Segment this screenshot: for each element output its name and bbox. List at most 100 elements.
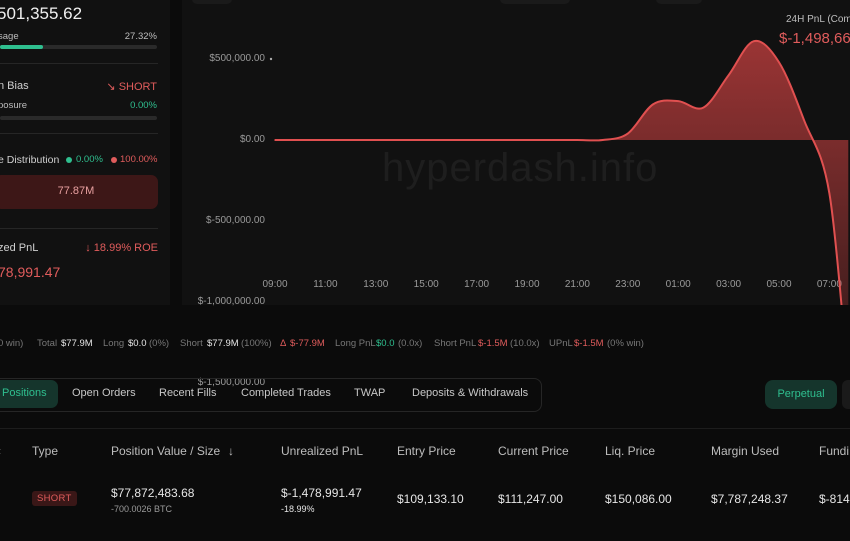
liq-price: $150,086.00	[605, 492, 672, 506]
position-value: $77,872,483.68	[111, 486, 195, 500]
table-row[interactable]: SHORT $77,872,483.68 -700.0026 BTC $-1,4…	[0, 470, 850, 530]
pnl-point	[375, 139, 377, 141]
pnl-chart-panel	[182, 0, 850, 305]
margin-used: $7,787,248.37	[711, 492, 788, 506]
stat-long-pct: (0%)	[149, 338, 170, 349]
divider	[0, 228, 158, 229]
distribution-bar	[0, 175, 158, 209]
chart-top-button[interactable]	[192, 0, 232, 4]
pnl-point	[501, 139, 503, 141]
chart-top-button[interactable]	[500, 0, 570, 4]
unrealized-pnl-roe: ↓ 18.99% ROE	[85, 242, 158, 254]
tab-positions-highlight	[0, 380, 58, 408]
margin-usage-bar	[0, 45, 157, 49]
pnl-point	[526, 139, 528, 141]
tab-twap[interactable]: TWAP	[354, 387, 386, 399]
unrealized-pnl: $-1,478,991.47	[281, 486, 362, 500]
entry-price: $109,133.10	[397, 492, 464, 506]
chart-top-button[interactable]	[656, 0, 702, 4]
divider	[0, 63, 158, 64]
pnl-point	[299, 139, 302, 141]
y-tick-label: $0.00	[239, 134, 265, 145]
y-axis-dot	[269, 57, 273, 61]
divider	[0, 133, 158, 134]
perpetual-toggle[interactable]: Perpetual	[765, 380, 837, 409]
stat-short-pct: (100%)	[241, 338, 272, 349]
pnl-point	[400, 139, 402, 141]
x-tick-label: 13:00	[363, 279, 389, 290]
pnl-point	[803, 119, 805, 122]
x-tick-label: 11:00	[313, 279, 338, 290]
margin-usage-value: 27.32%	[124, 31, 157, 42]
stat-long-value: $0.0	[128, 338, 147, 349]
distribution-short-value: 100.00%	[120, 154, 158, 165]
x-tick-label: 01:00	[665, 279, 691, 290]
pnl-headline-value: $-1,498,66	[779, 30, 850, 47]
stat-short-pnl-value: $-1.5M	[478, 338, 508, 349]
stat-upnl-value: $-1.5M	[574, 338, 604, 349]
pnl-point	[727, 74, 730, 76]
tab-completed-trades[interactable]: Completed Trades	[241, 387, 331, 399]
short-dot-icon	[111, 157, 117, 163]
y-tick-label: $-500,000.00	[206, 215, 265, 226]
stat-delta-value: $-77.9M	[290, 338, 325, 349]
exposure-label: posure	[0, 100, 28, 111]
x-tick-label: 07:00	[816, 279, 842, 290]
column-coin-edge: ‹	[0, 444, 1, 458]
column-position-value[interactable]: Position Value / Size	[111, 444, 221, 458]
stat-upnl-label: UPnL	[549, 338, 573, 349]
x-tick-label: 17:00	[464, 279, 490, 290]
y-tick-label: $-1,500,000.00	[197, 377, 265, 388]
account-summary-panel	[0, 0, 170, 305]
stat-total-value: $77.9M	[61, 338, 93, 349]
column-unrealized-pnl[interactable]: Unrealized PnL	[281, 444, 364, 458]
table-header-divider	[0, 428, 850, 429]
spot-toggle[interactable]	[842, 380, 850, 409]
stat-short-pnl-label: Short PnL	[434, 338, 477, 349]
pnl-point	[601, 139, 604, 141]
directional-bias-value: ↘ SHORT	[106, 81, 157, 93]
stat-short-pnl-x: (10.0x)	[510, 338, 540, 349]
tab-positions[interactable]: Positions	[2, 387, 47, 399]
pnl-point	[753, 40, 755, 42]
y-tick-label: $-1,000,000.00	[197, 296, 265, 307]
tab-recent-fills[interactable]: Recent Fills	[159, 387, 217, 399]
column-type[interactable]: Type	[32, 444, 59, 458]
pnl-point	[425, 139, 428, 141]
pnl-title: 24H PnL (Com	[786, 14, 850, 25]
stat-long-pnl-value: $0.0	[376, 338, 395, 349]
stat-win: 0 win)	[0, 338, 24, 349]
stat-upnl-win: (0% win)	[607, 338, 644, 349]
column-funding[interactable]: Fundi	[819, 444, 850, 458]
stat-long-label: Long	[103, 338, 125, 349]
margin-usage-label: sage	[0, 31, 19, 42]
x-tick-label: 15:00	[413, 279, 439, 290]
x-tick-label: 09:00	[262, 279, 288, 290]
pnl-point	[677, 100, 679, 102]
pnl-point	[828, 192, 831, 195]
stat-short-label: Short	[180, 338, 203, 349]
distribution-bar-value: 77.87M	[57, 185, 95, 197]
x-tick-label: 19:00	[514, 279, 540, 290]
stat-long-pnl-label: Long PnL	[335, 338, 376, 349]
pnl-chart	[269, 39, 849, 305]
column-current-price[interactable]: Current Price	[498, 444, 569, 458]
unrealized-pnl-label: zed PnL	[0, 242, 39, 254]
directional-bias-label: n Bias	[0, 80, 29, 92]
long-dot-icon	[66, 157, 72, 163]
side-badge: SHORT	[32, 491, 77, 506]
pnl-point	[274, 139, 276, 141]
column-margin-used[interactable]: Margin Used	[711, 444, 780, 458]
column-liq-price[interactable]: Liq. Price	[605, 444, 656, 458]
funding: $-814	[819, 492, 850, 506]
tab-open-orders[interactable]: Open Orders	[72, 387, 136, 399]
tab-deposits-withdrawals[interactable]: Deposits & Withdrawals	[412, 387, 529, 399]
column-entry-price[interactable]: Entry Price	[397, 444, 456, 458]
watermark: hyperdash.info	[382, 146, 659, 190]
stat-long-pnl-x: (0.0x)	[398, 338, 423, 349]
stat-total-label: Total	[37, 338, 58, 349]
sort-down-icon[interactable]: ↓	[228, 444, 234, 458]
pnl-point	[551, 139, 553, 141]
pnl-point	[702, 106, 705, 109]
y-tick-label: $500,000.00	[209, 53, 265, 64]
